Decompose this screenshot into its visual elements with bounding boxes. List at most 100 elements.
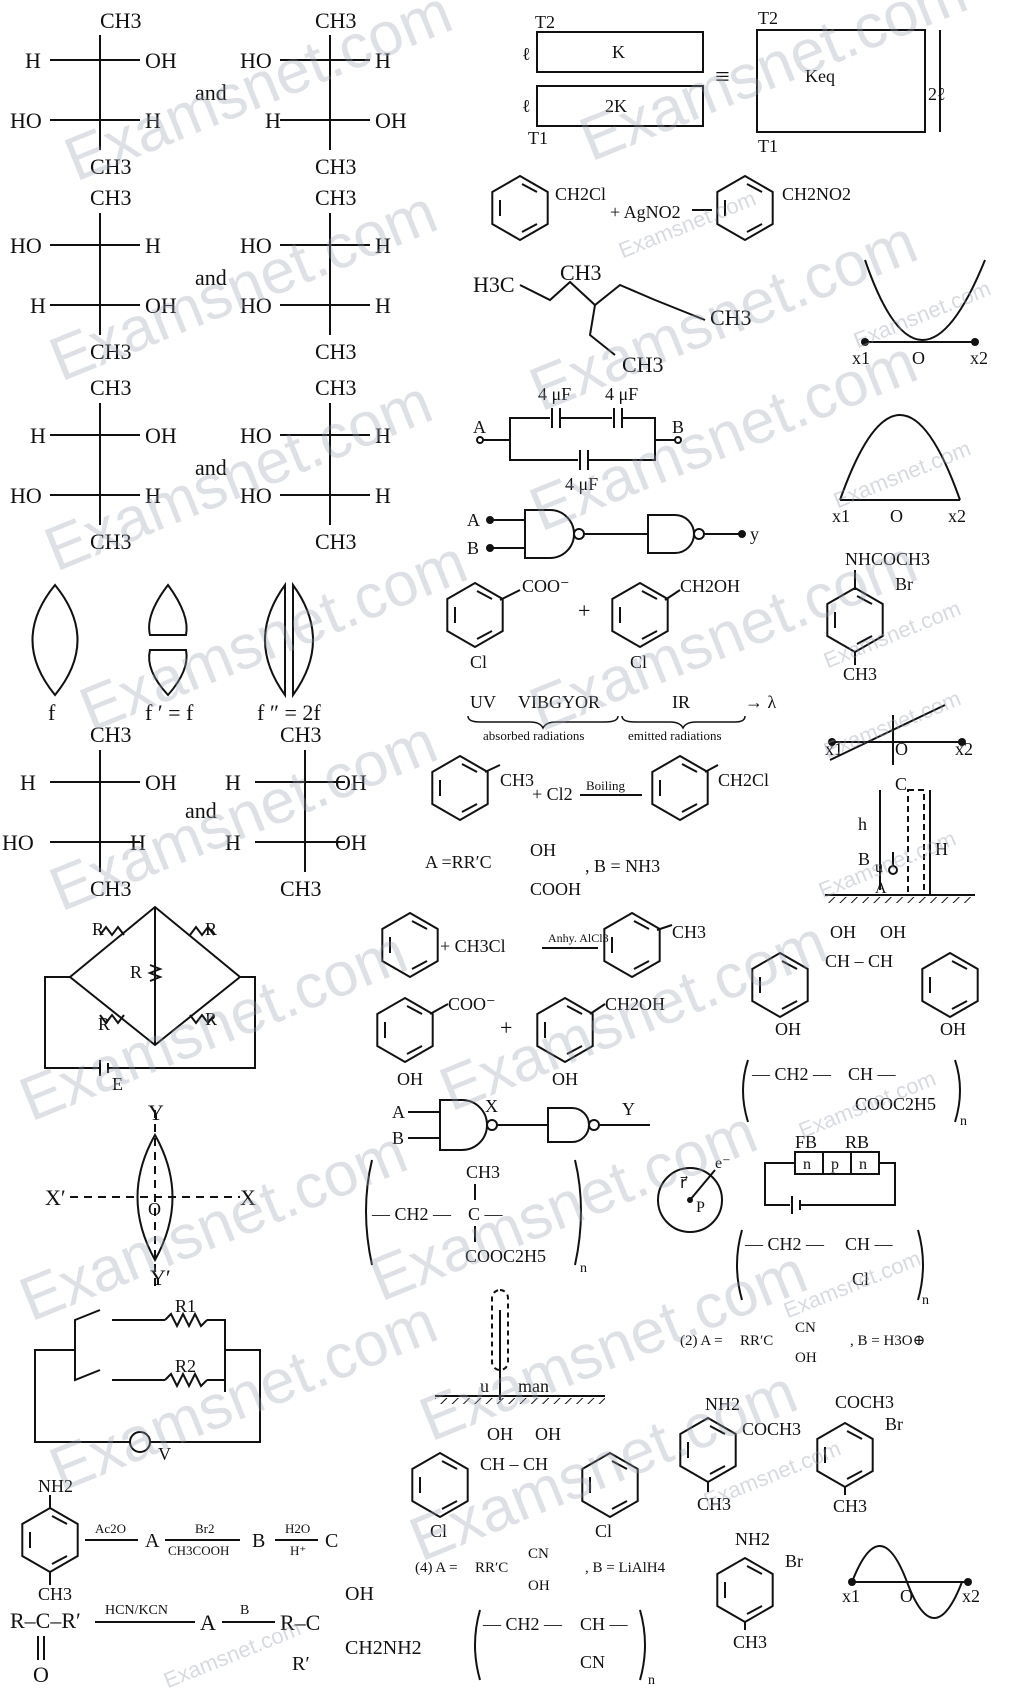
label-f: f — [48, 700, 56, 725]
reag: HCN/KCN — [105, 1603, 168, 1618]
logic-gates-2 — [408, 1099, 650, 1151]
equiv: ≡ — [715, 62, 730, 91]
ch: CH — — [580, 1614, 629, 1634]
nh2: NH2 — [38, 1476, 73, 1496]
lbl: (4) A = — [415, 1560, 458, 1576]
friedel-crafts: + CH3Cl Anhy. AlCl3 CH3 — [381, 912, 706, 978]
x1: x1 — [832, 506, 850, 526]
link: CH – CH — [825, 951, 893, 971]
l: ℓ — [522, 44, 531, 64]
top: CH3 — [280, 722, 322, 747]
oh2: OH — [552, 1069, 578, 1089]
r1l: H — [25, 48, 41, 73]
h3c: H3C — [473, 272, 515, 297]
n: n — [648, 1673, 655, 1688]
convex-lens-icon — [31, 583, 79, 697]
vib: VIBGYOR — [518, 692, 600, 712]
bottom: CH3 — [315, 529, 357, 554]
r: r⃗ — [680, 1175, 688, 1192]
b: , B = NH3 — [585, 856, 660, 876]
nh2: NH2 — [705, 1394, 740, 1414]
r2: R2 — [175, 1356, 196, 1376]
r2r: H — [145, 483, 161, 508]
x2: X′ — [45, 1185, 66, 1210]
ch3: CH3 — [733, 1632, 767, 1652]
r1r: H — [145, 233, 161, 258]
right: CH2NO2 — [782, 184, 851, 204]
fischer-a: CH3 H OH HO H CH3 — [10, 8, 177, 179]
r1l: HO — [240, 423, 272, 448]
label-f1: f ′ = f — [145, 700, 194, 725]
parabola-up-graph: x1 O x2 — [852, 259, 988, 368]
coch3: COCH3 — [742, 1419, 801, 1439]
coch3: COCH3 — [835, 1392, 894, 1412]
and-label: and — [195, 80, 227, 105]
bottom: CH3 — [280, 876, 322, 901]
t1: T1 — [528, 128, 548, 148]
electron-figure: r⃗ P e⁻ — [657, 1155, 731, 1233]
plus: + — [500, 1015, 512, 1040]
c: C — [325, 1530, 338, 1552]
r1l: H — [30, 423, 46, 448]
r2r: H — [375, 293, 391, 318]
fischer-pair-1: CH3 H OH HO H CH3 and CH3 HO H H OH CH3 — [10, 8, 407, 179]
n1: n — [803, 1156, 811, 1173]
a: A — [473, 417, 486, 437]
ch2oh: CH2OH — [680, 576, 740, 596]
x2: x2 — [955, 739, 973, 759]
ch: CH — — [845, 1234, 894, 1254]
b: B — [392, 1128, 404, 1148]
rr: RR′C — [475, 1560, 508, 1576]
br: Br — [785, 1551, 803, 1571]
plus: + CH3Cl — [440, 936, 506, 956]
r2l: H — [265, 108, 281, 133]
fischer-c: CH3 HO H H OH CH3 — [10, 185, 177, 364]
r1r: H — [375, 423, 391, 448]
r2b: CH3COOH — [168, 1543, 229, 1558]
bottom: CH3 — [90, 339, 132, 364]
line-graph: x1 O x2 — [825, 704, 973, 765]
and-label: and — [195, 265, 227, 290]
logic-gates-1 — [486, 509, 746, 559]
slabs-figure: K 2K T2 T1 ℓ ℓ ≡ Keq T2 T1 2ℓ — [522, 8, 946, 156]
r2l: HO — [240, 483, 272, 508]
keq: Keq — [805, 66, 835, 86]
r4: R — [98, 1014, 110, 1034]
b: B — [467, 538, 479, 558]
spectrum: UV VIBGYOR IR → λ absorbed radiations em… — [467, 692, 777, 743]
a: A — [875, 880, 887, 897]
a: A — [467, 510, 480, 530]
y2: Y′ — [150, 1265, 171, 1290]
diol-cl: Cl OH OH CH – CH Cl — [411, 1424, 639, 1541]
ch3: CH3 — [672, 922, 706, 942]
b: B — [240, 1603, 249, 1618]
k2: 2K — [605, 96, 627, 116]
ch2: — CH2 — — [482, 1614, 563, 1634]
and-label: and — [195, 455, 227, 480]
rp: R′ — [292, 1653, 310, 1675]
cond: Anhy. AlCl3 — [548, 931, 609, 945]
sub: CN — [580, 1652, 605, 1672]
sub: COOC2H5 — [465, 1246, 546, 1266]
bottom: CH3 — [90, 154, 132, 179]
prod: CH2Cl — [718, 770, 769, 790]
r2l: HO — [2, 830, 34, 855]
l2: ℓ — [522, 96, 531, 116]
emit: emitted radiations — [628, 728, 722, 743]
y: Y — [148, 1100, 164, 1125]
r2l: H — [30, 293, 46, 318]
r: R–C–R′ — [10, 1608, 81, 1633]
coo: COO⁻ — [448, 994, 496, 1014]
y: Y — [622, 1099, 635, 1119]
top: CH3 — [90, 722, 132, 747]
br: Br — [885, 1414, 903, 1434]
r3b: H⁺ — [290, 1543, 306, 1558]
a: A — [145, 1530, 160, 1552]
two-l: 2ℓ — [928, 84, 946, 104]
cn: CN — [795, 1320, 816, 1336]
top: CH3 — [90, 185, 132, 210]
rb: RB — [845, 1132, 869, 1152]
r1r: H — [375, 48, 391, 73]
aniline-sequence: NH2 CH3 Ac2O A Br2 CH3COOH B H2O H⁺ C — [21, 1476, 338, 1604]
r2r: OH — [335, 830, 367, 855]
